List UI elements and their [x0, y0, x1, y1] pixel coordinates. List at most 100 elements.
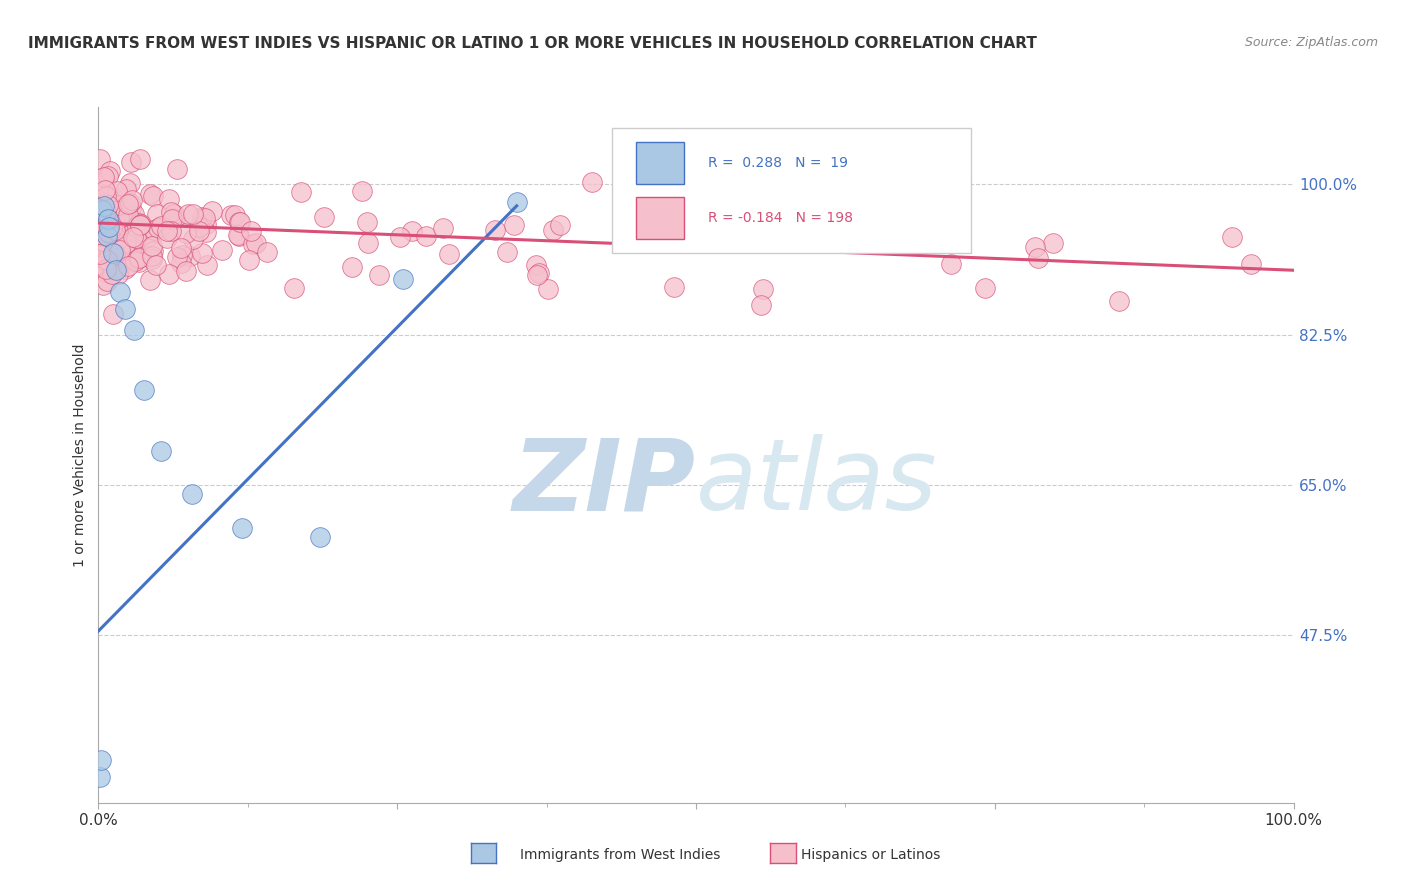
Point	[114, 235, 136, 250]
Point	[662, 235, 685, 250]
Point	[190, 210, 212, 224]
Point	[195, 217, 218, 231]
Point	[128, 254, 150, 268]
Point	[98, 220, 121, 235]
Point	[356, 215, 378, 229]
Point	[128, 152, 150, 166]
Point	[187, 224, 209, 238]
Point	[221, 208, 243, 222]
Point	[156, 230, 179, 244]
Point	[96, 204, 118, 219]
Point	[101, 190, 124, 204]
Point	[356, 236, 378, 251]
Point	[129, 217, 152, 231]
Point	[93, 202, 115, 217]
Point	[97, 211, 120, 226]
Point	[100, 201, 122, 215]
Point	[541, 223, 564, 237]
Point	[314, 211, 336, 225]
Point	[142, 223, 165, 237]
Point	[496, 244, 519, 259]
Point	[91, 234, 114, 248]
Point	[91, 277, 114, 292]
Point	[181, 207, 204, 221]
Point	[1024, 240, 1046, 254]
Point	[1108, 294, 1130, 309]
Point	[97, 242, 120, 256]
Point	[141, 252, 163, 267]
Point	[125, 231, 148, 245]
Point	[695, 211, 717, 225]
Point	[124, 253, 146, 268]
Point	[125, 219, 148, 234]
Point	[89, 241, 111, 255]
Point	[638, 213, 661, 227]
Point	[108, 221, 131, 235]
Point	[117, 259, 139, 273]
Point	[89, 211, 111, 226]
Point	[131, 224, 153, 238]
Point	[139, 187, 162, 202]
Point	[194, 211, 217, 225]
Point	[432, 221, 454, 235]
Point	[98, 226, 121, 240]
FancyBboxPatch shape	[613, 128, 972, 253]
Point	[752, 282, 775, 296]
Point	[120, 155, 142, 169]
Point	[245, 235, 267, 250]
Point	[166, 162, 188, 177]
Point	[96, 265, 118, 279]
Point	[662, 280, 685, 294]
Point	[142, 189, 165, 203]
Point	[187, 220, 209, 235]
Point	[389, 230, 412, 244]
Text: IMMIGRANTS FROM WEST INDIES VS HISPANIC OR LATINO 1 OR MORE VEHICLES IN HOUSEHOL: IMMIGRANTS FROM WEST INDIES VS HISPANIC …	[28, 36, 1038, 51]
Point	[1240, 257, 1263, 271]
Point	[98, 202, 121, 217]
Point	[108, 211, 131, 226]
Point	[749, 298, 772, 312]
Point	[201, 204, 224, 219]
Point	[368, 268, 391, 282]
Point	[308, 529, 330, 543]
Point	[160, 211, 183, 226]
Point	[122, 230, 145, 244]
Point	[226, 228, 249, 243]
Point	[89, 152, 111, 166]
Point	[91, 228, 114, 243]
Point	[91, 203, 114, 218]
Point	[89, 246, 111, 260]
Text: Hispanics or Latinos: Hispanics or Latinos	[801, 847, 941, 862]
Point	[93, 199, 115, 213]
Point	[506, 194, 529, 209]
Point	[581, 176, 603, 190]
Point	[94, 228, 117, 243]
Point	[1026, 251, 1049, 265]
Point	[242, 236, 264, 251]
Point	[89, 202, 111, 217]
Point	[118, 250, 141, 264]
Point	[122, 207, 145, 221]
Point	[90, 753, 112, 767]
Point	[100, 164, 122, 178]
Point	[97, 198, 120, 212]
Point	[122, 251, 145, 265]
Point	[283, 281, 305, 295]
Point	[108, 207, 131, 221]
Point	[526, 268, 548, 282]
Point	[146, 207, 169, 221]
Point	[437, 247, 460, 261]
Point	[163, 207, 186, 221]
Point	[240, 224, 263, 238]
Point	[101, 220, 124, 235]
Point	[129, 218, 152, 232]
Point	[120, 242, 142, 256]
Point	[415, 229, 437, 244]
Point	[290, 185, 312, 199]
Point	[104, 230, 127, 244]
Point	[228, 215, 250, 229]
Text: atlas: atlas	[696, 434, 938, 532]
Point	[89, 197, 111, 211]
Point	[117, 208, 139, 222]
Point	[90, 213, 112, 227]
